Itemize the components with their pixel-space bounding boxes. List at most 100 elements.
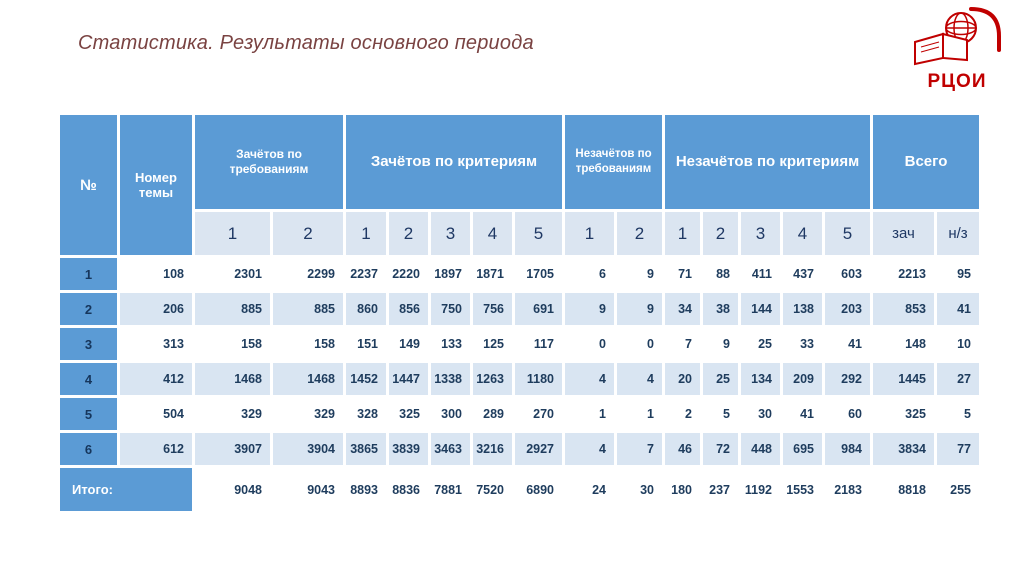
cell: 4 (562, 430, 617, 468)
cell: 34 (662, 290, 703, 328)
cell: 60 (822, 395, 873, 433)
total-cell: 7881 (428, 465, 473, 514)
cell: 30 (738, 395, 783, 433)
cell: 117 (512, 325, 565, 363)
cell: 1871 (470, 255, 515, 293)
cell: 3216 (470, 430, 515, 468)
row-number: 6 (57, 430, 120, 468)
cell: 77 (934, 430, 982, 468)
table-row: 4 412 1468 1468 1452 1447 1338 1263 1180 4 4 20 25 13… (57, 360, 982, 398)
cell: 300 (428, 395, 473, 433)
cell: 5 (934, 395, 982, 433)
table-row: 1 108 2301 2299 2237 2220 1897 1871 1705 6 9 71 88 41… (57, 255, 982, 293)
cell: 691 (512, 290, 565, 328)
cell: 329 (270, 395, 346, 433)
subheader-cell: 2 (700, 209, 741, 258)
cell: 328 (343, 395, 389, 433)
subheader-cell-nz: н/з (934, 209, 982, 258)
cell: 0 (562, 325, 617, 363)
cell: 3907 (192, 430, 273, 468)
subheader-cell: 4 (470, 209, 515, 258)
table-subheader-row: 1 2 1 2 3 4 5 1 2 1 2 3 4 5 зач н/з (59, 209, 982, 258)
cell: 3834 (870, 430, 937, 468)
cell: 9 (614, 255, 665, 293)
cell: 134 (738, 360, 783, 398)
rcoi-logo-icon (914, 7, 1001, 66)
cell: 41 (822, 325, 873, 363)
cell: 5 (700, 395, 741, 433)
table-header-row: № Номер темы Зачётов по требованиям Зачё… (57, 112, 982, 258)
subheader-cell: 3 (738, 209, 783, 258)
cell: 148 (870, 325, 937, 363)
cell: 108 (117, 255, 195, 293)
cell: 38 (700, 290, 741, 328)
subheader-cell: 2 (386, 209, 431, 258)
cell: 1180 (512, 360, 565, 398)
cell: 3865 (343, 430, 389, 468)
row-number: 1 (57, 255, 120, 293)
total-cell: 7520 (470, 465, 515, 514)
cell: 209 (780, 360, 825, 398)
total-cell: 24 (562, 465, 617, 514)
cell: 95 (934, 255, 982, 293)
column-group-header-zachet-trebovaniya: Зачётов по требованиям (192, 112, 346, 212)
cell: 504 (117, 395, 195, 433)
cell: 2220 (386, 255, 431, 293)
table-row: 5 504 329 329 328 325 300 289 270 1 1 2 5 30 41 60 325 5 (57, 395, 982, 433)
cell: 885 (192, 290, 273, 328)
cell: 2237 (343, 255, 389, 293)
cell: 750 (428, 290, 473, 328)
cell: 7 (662, 325, 703, 363)
cell: 1468 (192, 360, 273, 398)
cell: 325 (870, 395, 937, 433)
total-cell: 30 (614, 465, 665, 514)
cell: 41 (934, 290, 982, 328)
subheader-cell: 1 (562, 209, 617, 258)
total-label: Итого: (57, 465, 195, 514)
cell: 2299 (270, 255, 346, 293)
table-total-row: Итого: 9048 9043 8893 8836 7881 7520 6890 24 30 18… (57, 465, 982, 514)
row-number: 4 (57, 360, 120, 398)
cell: 885 (270, 290, 346, 328)
cell: 46 (662, 430, 703, 468)
subheader-cell: 2 (270, 209, 346, 258)
total-cell: 8893 (343, 465, 389, 514)
cell: 10 (934, 325, 982, 363)
total-cell: 6890 (512, 465, 565, 514)
cell: 853 (870, 290, 937, 328)
total-cell: 1192 (738, 465, 783, 514)
cell: 1445 (870, 360, 937, 398)
cell: 756 (470, 290, 515, 328)
cell: 603 (822, 255, 873, 293)
subheader-cell: 5 (822, 209, 873, 258)
col-header-num: № (57, 112, 120, 258)
cell: 144 (738, 290, 783, 328)
cell: 1897 (428, 255, 473, 293)
cell: 2301 (192, 255, 273, 293)
col-header-topic: Номер темы (117, 112, 195, 258)
cell: 158 (192, 325, 273, 363)
cell: 125 (470, 325, 515, 363)
total-cell: 8818 (870, 465, 937, 514)
cell: 9 (562, 290, 617, 328)
cell: 7 (614, 430, 665, 468)
subheader-cell: 1 (662, 209, 703, 258)
cell: 25 (700, 360, 741, 398)
subheader-cell: 4 (780, 209, 825, 258)
cell: 0 (614, 325, 665, 363)
cell: 437 (780, 255, 825, 293)
cell: 1468 (270, 360, 346, 398)
cell: 984 (822, 430, 873, 468)
table-body: 1 108 2301 2299 2237 2220 1897 1871 1705 6 9 71 88 41… (57, 255, 982, 514)
column-group-header-vsego: Всего (870, 112, 982, 212)
cell: 448 (738, 430, 783, 468)
cell: 133 (428, 325, 473, 363)
cell: 3904 (270, 430, 346, 468)
subheader-cell: 2 (614, 209, 665, 258)
cell: 6 (562, 255, 617, 293)
cell: 158 (270, 325, 346, 363)
cell: 72 (700, 430, 741, 468)
subheader-cell: 1 (192, 209, 273, 258)
cell: 33 (780, 325, 825, 363)
table-row: 2 206 885 885 860 856 750 756 691 9 9 34 38 144 138 203… (57, 290, 982, 328)
